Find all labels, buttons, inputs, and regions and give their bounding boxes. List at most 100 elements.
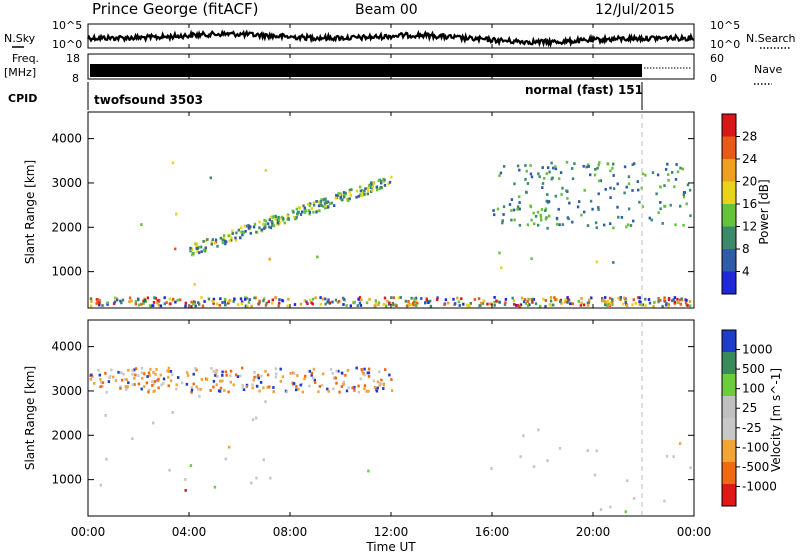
range-gate-cell bbox=[271, 224, 274, 227]
range-gate-cell bbox=[277, 216, 280, 219]
range-gate-cell bbox=[131, 437, 134, 440]
range-gate-cell bbox=[606, 299, 609, 303]
range-gate-cell bbox=[268, 225, 271, 229]
range-gate-cell bbox=[236, 375, 240, 378]
range-gate-cell bbox=[239, 236, 242, 240]
range-gate-cell bbox=[671, 299, 674, 303]
range-gate-cell bbox=[637, 188, 640, 192]
y-tick-label: 3000 bbox=[51, 176, 82, 190]
range-gate-cell bbox=[254, 296, 258, 300]
range-gate-cell bbox=[120, 371, 123, 375]
range-gate-cell bbox=[234, 236, 237, 240]
range-gate-cell bbox=[530, 175, 534, 179]
range-gate-cell bbox=[659, 299, 662, 302]
range-gate-cell bbox=[256, 384, 259, 388]
range-gate-cell bbox=[207, 297, 211, 301]
range-gate-cell bbox=[302, 204, 305, 208]
range-gate-cell bbox=[247, 224, 250, 228]
range-gate-cell bbox=[274, 217, 277, 221]
range-gate-cell bbox=[587, 163, 590, 167]
range-gate-cell bbox=[230, 236, 233, 240]
range-gate-cell bbox=[228, 298, 232, 302]
range-gate-cell bbox=[190, 388, 194, 392]
range-gate-cell bbox=[307, 209, 311, 212]
range-gate-cell bbox=[374, 302, 378, 305]
range-gate-cell bbox=[522, 300, 526, 304]
freq-tick-top: 18 bbox=[66, 52, 80, 65]
range-gate-cell bbox=[682, 193, 685, 196]
range-gate-cell bbox=[258, 220, 261, 224]
range-gate-cell bbox=[189, 464, 193, 467]
range-gate-cell bbox=[513, 302, 516, 306]
range-gate-cell bbox=[313, 378, 316, 382]
range-gate-cell bbox=[348, 190, 351, 194]
range-gate-cell bbox=[178, 298, 182, 302]
range-gate-cell bbox=[171, 373, 174, 377]
range-gate-cell bbox=[287, 297, 290, 301]
x-tick-label: 12:00 bbox=[374, 525, 409, 539]
range-gate-cell bbox=[237, 303, 240, 306]
range-gate-cell bbox=[638, 296, 641, 300]
range-gate-cell bbox=[326, 200, 330, 204]
range-gate-cell bbox=[171, 161, 175, 165]
range-gate-cell bbox=[198, 394, 201, 398]
range-gate-cell bbox=[157, 386, 160, 390]
range-gate-cell bbox=[306, 302, 309, 305]
range-gate-cell bbox=[341, 296, 345, 300]
range-gate-cell bbox=[150, 304, 153, 308]
range-gate-cell bbox=[343, 195, 346, 199]
range-gate-cell bbox=[609, 169, 612, 173]
range-gate-cell bbox=[363, 373, 366, 377]
range-gate-cell bbox=[297, 387, 300, 391]
range-gate-cell bbox=[588, 298, 591, 302]
range-gate-cell bbox=[436, 298, 439, 301]
range-gate-cell bbox=[169, 379, 173, 383]
range-gate-cell bbox=[96, 298, 100, 302]
range-gate-cell bbox=[372, 182, 375, 185]
range-gate-cell bbox=[689, 466, 692, 470]
range-gate-cell bbox=[211, 238, 214, 241]
range-gate-cell bbox=[424, 301, 427, 305]
range-gate-cell bbox=[626, 479, 629, 483]
range-gate-cell bbox=[353, 388, 356, 392]
range-gate-cell bbox=[566, 300, 569, 304]
range-gate-cell bbox=[317, 200, 321, 204]
range-gate-cell bbox=[416, 301, 419, 305]
range-gate-cell bbox=[357, 194, 360, 198]
range-gate-cell bbox=[641, 205, 644, 208]
range-gate-cell bbox=[196, 247, 199, 250]
range-gate-cell bbox=[169, 370, 173, 373]
range-gate-cell bbox=[335, 193, 338, 197]
range-gate-cell bbox=[334, 196, 337, 200]
range-gate-cell bbox=[344, 373, 347, 377]
colorbar-swatch bbox=[722, 396, 736, 418]
range-gate-cell bbox=[266, 222, 270, 226]
range-gate-cell bbox=[175, 212, 178, 216]
range-gate-cell bbox=[397, 296, 401, 300]
range-gate-cell bbox=[180, 381, 184, 385]
range-gate-cell bbox=[133, 368, 136, 372]
x-tick-label: 00:00 bbox=[677, 525, 712, 539]
range-gate-cell bbox=[310, 373, 313, 377]
range-gate-cell bbox=[116, 298, 119, 302]
range-gate-cell bbox=[659, 201, 662, 204]
range-gate-cell bbox=[255, 230, 258, 234]
range-gate-cell bbox=[319, 296, 322, 299]
range-gate-cell bbox=[223, 300, 227, 304]
range-gate-cell bbox=[262, 227, 266, 230]
range-gate-cell bbox=[119, 385, 122, 389]
colorbar-tick-label: 24 bbox=[742, 152, 757, 166]
range-gate-cell bbox=[349, 194, 353, 197]
range-gate-cell bbox=[360, 298, 363, 302]
range-gate-cell bbox=[544, 299, 547, 302]
range-gate-cell bbox=[90, 304, 93, 308]
range-gate-cell bbox=[399, 296, 403, 299]
range-gate-cell bbox=[277, 219, 281, 222]
range-gate-cell bbox=[482, 299, 485, 303]
range-gate-cell bbox=[390, 378, 393, 381]
range-gate-cell bbox=[550, 304, 553, 307]
range-gate-cell bbox=[480, 301, 483, 305]
range-gate-cell bbox=[377, 301, 381, 305]
power-yticks: 1000 2000 3000 4000 bbox=[51, 132, 694, 279]
range-gate-cell bbox=[390, 175, 393, 179]
